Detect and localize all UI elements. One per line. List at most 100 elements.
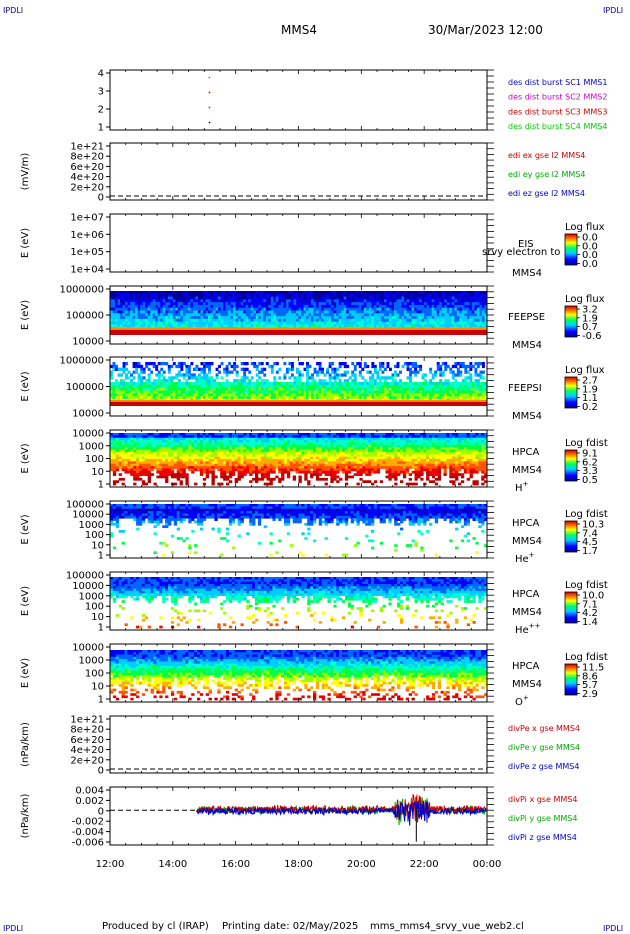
spectrogram-cell bbox=[192, 376, 196, 380]
spectrogram-cell bbox=[150, 459, 154, 462]
spectrogram-cell bbox=[147, 461, 151, 465]
spectrogram-cell bbox=[358, 373, 362, 377]
spectrogram-cell bbox=[311, 324, 314, 328]
spectrogram-cell bbox=[225, 291, 229, 295]
spectrogram-cell bbox=[153, 442, 157, 446]
spectrogram-cell bbox=[142, 390, 146, 394]
spectrogram-cell bbox=[466, 384, 470, 389]
spectrogram-cell bbox=[278, 299, 282, 303]
spectrogram-cell bbox=[150, 302, 154, 306]
spectrogram-cell bbox=[394, 387, 397, 391]
spectrogram-cell bbox=[202, 382, 206, 386]
spectrogram-cell bbox=[356, 382, 360, 386]
spectrogram-cell bbox=[228, 440, 233, 443]
spectrogram-cell bbox=[441, 373, 445, 377]
spectrogram-cell bbox=[343, 390, 347, 394]
spectrogram-cell bbox=[252, 435, 256, 439]
spectrogram-cell bbox=[165, 463, 169, 467]
spectrogram-cell bbox=[318, 362, 322, 366]
spectrogram-cell bbox=[426, 321, 430, 325]
spectrogram-cell bbox=[194, 433, 198, 436]
spectrogram-cell bbox=[243, 302, 247, 306]
spectrogram-cell bbox=[155, 364, 159, 369]
spectrogram-cell bbox=[381, 387, 385, 391]
spectrogram-cell bbox=[429, 367, 433, 371]
spectrogram-cell bbox=[424, 393, 428, 397]
spectrogram-cell bbox=[153, 444, 157, 448]
spectrogram-cell bbox=[424, 302, 428, 306]
spectrogram-cell bbox=[147, 373, 151, 377]
spectrogram-cell bbox=[202, 477, 207, 481]
spectrogram-cell bbox=[118, 437, 122, 441]
spectrogram-cell bbox=[140, 313, 144, 317]
spectrogram-cell bbox=[321, 316, 325, 320]
spectrogram-cell bbox=[346, 318, 350, 323]
spectrogram-cell bbox=[356, 390, 360, 394]
spectrogram-cell bbox=[358, 302, 362, 306]
spectrogram-cell bbox=[235, 302, 239, 306]
spectrogram-cell bbox=[112, 482, 117, 486]
spectrogram-cell bbox=[285, 293, 289, 297]
spectrogram-cell bbox=[175, 307, 179, 311]
spectrogram-cell bbox=[353, 307, 357, 311]
spectrogram-cell bbox=[135, 387, 139, 391]
spectrogram-cell bbox=[139, 466, 143, 469]
spectrogram-cell bbox=[173, 442, 178, 446]
spectrogram-cell bbox=[118, 440, 122, 443]
spectrogram-cell bbox=[441, 310, 445, 314]
spectrogram-cell bbox=[446, 318, 450, 323]
spectrogram-cell bbox=[363, 324, 367, 328]
spectrogram-cell bbox=[157, 307, 161, 311]
spectrogram-cell bbox=[371, 382, 375, 386]
spectrogram-cell bbox=[159, 459, 163, 462]
spectrogram-cell bbox=[356, 384, 360, 389]
spectrogram-cell bbox=[434, 393, 438, 397]
spectrogram-cell bbox=[110, 302, 113, 306]
spectrogram-cell bbox=[223, 384, 227, 389]
spectrogram-cell bbox=[147, 459, 151, 462]
spectrogram-cell bbox=[353, 390, 357, 394]
spectrogram-cell bbox=[168, 435, 172, 439]
spectrogram-cell bbox=[159, 447, 163, 450]
spectrogram-cell bbox=[250, 313, 254, 317]
spectrogram-cell bbox=[321, 393, 325, 397]
spectrogram-cell bbox=[421, 318, 425, 323]
spectrogram-cell bbox=[270, 387, 274, 391]
y-tick-label: 4e+20 bbox=[70, 172, 104, 183]
spectrogram-cell bbox=[461, 318, 465, 323]
spectrogram-cell bbox=[371, 321, 375, 325]
spectrogram-cell bbox=[399, 291, 402, 295]
spectrogram-cell bbox=[223, 435, 227, 439]
spectrogram-cell bbox=[240, 316, 244, 320]
spectrogram-cell bbox=[383, 367, 387, 371]
spectrogram-cell bbox=[321, 382, 325, 386]
spectrogram-cell bbox=[346, 321, 350, 325]
spectrogram-cell bbox=[348, 393, 352, 397]
spectrogram-cell bbox=[301, 304, 304, 309]
spectrogram-cell bbox=[127, 440, 131, 443]
spectrogram-cell bbox=[132, 318, 136, 323]
spectrogram-cell bbox=[301, 313, 304, 317]
spectrogram-cell bbox=[449, 310, 453, 314]
spectrogram-cell bbox=[283, 299, 287, 303]
spectrogram-cell bbox=[233, 324, 237, 328]
spectrogram-cell bbox=[353, 310, 357, 314]
spectrogram-cell bbox=[211, 473, 215, 476]
spectrogram-cell bbox=[115, 379, 118, 383]
spectrogram-cell bbox=[308, 293, 312, 297]
spectrogram-cell bbox=[406, 304, 410, 309]
spectrogram-cell bbox=[157, 362, 161, 366]
spectrogram-cell bbox=[235, 379, 239, 383]
spectrogram-cell bbox=[303, 324, 307, 328]
spectrogram-cell bbox=[214, 444, 218, 448]
spectrogram-cell bbox=[157, 379, 161, 383]
spectrogram-cell bbox=[469, 393, 473, 397]
spectrogram-cell bbox=[454, 313, 458, 317]
spectrogram-cell bbox=[439, 307, 443, 311]
spectrogram-cell bbox=[471, 313, 475, 317]
spectrogram-cell bbox=[110, 370, 113, 374]
spectrogram-cell bbox=[127, 370, 131, 374]
spectrogram-cell bbox=[220, 396, 224, 400]
spectrogram-cell bbox=[476, 324, 480, 328]
spectrogram-cell bbox=[135, 313, 139, 317]
